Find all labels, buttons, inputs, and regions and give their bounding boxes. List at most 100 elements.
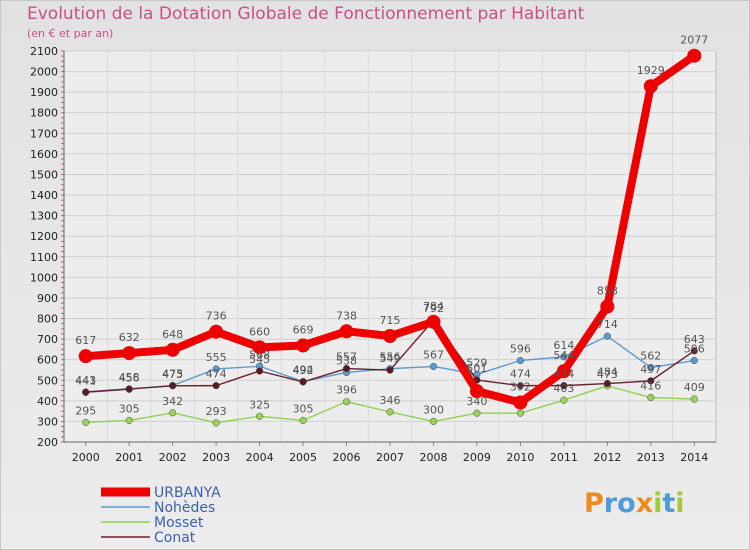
logo-letter: x bbox=[635, 488, 654, 519]
y-tick-label: 500 bbox=[37, 374, 58, 387]
point-urbanya bbox=[426, 314, 441, 329]
x-tick-label: 2011 bbox=[550, 451, 578, 464]
legend-label-urbanya: URBANYA bbox=[154, 485, 221, 501]
data-label-conat: 545 bbox=[249, 353, 270, 366]
data-label-urbanya: 1929 bbox=[637, 64, 665, 77]
data-label-mosset: 305 bbox=[119, 402, 140, 415]
point-urbanya bbox=[296, 338, 311, 353]
data-label-nohedes: 596 bbox=[684, 343, 705, 356]
data-label-nohedes: 568 bbox=[249, 348, 270, 361]
chart-title: Evolution de la Dotation Globale de Fonc… bbox=[27, 4, 585, 24]
point-conat bbox=[212, 382, 220, 390]
y-tick-label: 1500 bbox=[30, 168, 58, 181]
data-label-nohedes: 562 bbox=[640, 350, 661, 363]
y-tick-label: 1800 bbox=[30, 107, 58, 120]
x-tick-label: 2005 bbox=[289, 451, 317, 464]
point-nohedes bbox=[516, 356, 524, 365]
data-label-mosset: 300 bbox=[423, 403, 444, 416]
x-tick-label: 2002 bbox=[159, 451, 187, 464]
data-label-mosset: 416 bbox=[640, 380, 661, 393]
point-conat bbox=[125, 385, 133, 393]
data-label-conat: 497 bbox=[640, 363, 661, 376]
data-label-urbanya: 648 bbox=[162, 328, 183, 341]
proxiti-logo: Proxiti bbox=[584, 488, 685, 519]
y-tick-label: 2000 bbox=[30, 66, 58, 79]
point-urbanya bbox=[469, 384, 484, 399]
point-conat bbox=[342, 364, 351, 373]
x-tick-label: 2001 bbox=[115, 451, 143, 464]
point-mosset bbox=[299, 416, 307, 424]
y-tick-label: 300 bbox=[37, 415, 58, 428]
series-layer bbox=[78, 48, 702, 427]
y-tick-label: 1000 bbox=[30, 271, 58, 284]
point-mosset bbox=[212, 419, 220, 427]
data-label-conat: 473 bbox=[162, 368, 183, 381]
data-label-conat: 492 bbox=[293, 364, 314, 377]
point-mosset bbox=[82, 418, 90, 427]
logo-letter: t bbox=[662, 488, 676, 519]
point-nohedes bbox=[560, 353, 568, 361]
data-label-nohedes: 475 bbox=[162, 367, 183, 380]
data-label-mosset: 325 bbox=[249, 398, 270, 411]
data-label-mosset: 346 bbox=[380, 394, 401, 407]
point-nohedes bbox=[429, 362, 438, 371]
data-label-conat: 458 bbox=[119, 371, 140, 384]
y-tick-label: 400 bbox=[37, 395, 58, 408]
data-label-urbanya: 784 bbox=[423, 300, 444, 313]
point-mosset bbox=[560, 396, 568, 404]
point-urbanya bbox=[600, 299, 615, 314]
point-conat bbox=[256, 367, 264, 375]
point-mosset bbox=[125, 416, 133, 424]
y-tick-label: 1900 bbox=[30, 86, 58, 99]
data-label-urbanya: 392 bbox=[510, 380, 531, 393]
point-mosset bbox=[429, 417, 438, 425]
data-label-mosset: 305 bbox=[293, 402, 314, 415]
point-urbanya bbox=[513, 395, 528, 410]
data-label-urbanya: 617 bbox=[75, 334, 96, 347]
y-tick-label: 700 bbox=[37, 333, 58, 346]
point-urbanya bbox=[687, 48, 702, 63]
data-label-urbanya: 660 bbox=[249, 325, 270, 338]
data-label-mosset: 293 bbox=[206, 405, 227, 418]
point-mosset bbox=[473, 409, 481, 417]
point-conat bbox=[647, 377, 655, 385]
data-label-urbanya: 858 bbox=[597, 285, 618, 298]
point-conat bbox=[603, 380, 611, 388]
point-conat bbox=[299, 378, 307, 386]
data-label-conat: 549 bbox=[380, 352, 401, 365]
data-labels: 295 305 342 293 325 305 396 346 300 340 403 473 416 4… bbox=[75, 34, 708, 418]
point-urbanya bbox=[165, 342, 180, 357]
legend-label-nohedes: Nohèdes bbox=[154, 500, 215, 516]
data-label-conat: 643 bbox=[684, 333, 705, 346]
data-label-urbanya: 715 bbox=[380, 314, 401, 327]
data-label-urbanya: 736 bbox=[206, 310, 227, 323]
x-tick-label: 2008 bbox=[419, 451, 447, 464]
data-label-conat: 792 bbox=[423, 302, 444, 315]
data-label-urbanya: 669 bbox=[293, 323, 314, 336]
data-label-mosset: 473 bbox=[597, 368, 618, 381]
axes: 200 300 400 500 600 700 800 900 1000 1100 1200 1300… bbox=[30, 45, 716, 464]
data-label-nohedes: 556 bbox=[380, 351, 401, 364]
logo-letter: r bbox=[603, 488, 618, 519]
x-tick-label: 2009 bbox=[463, 451, 491, 464]
data-label-mosset: 295 bbox=[75, 404, 96, 417]
logo-letter: P bbox=[584, 488, 604, 519]
point-urbanya bbox=[383, 329, 397, 344]
point-nohedes bbox=[647, 363, 655, 372]
y-tick-label: 1700 bbox=[30, 127, 58, 140]
point-urbanya bbox=[252, 340, 267, 355]
x-tick-label: 2003 bbox=[202, 451, 230, 464]
data-label-nohedes: 714 bbox=[597, 318, 618, 331]
point-nohedes bbox=[603, 332, 611, 340]
data-label-mosset: 409 bbox=[684, 381, 705, 394]
data-label-nohedes: 596 bbox=[510, 343, 531, 356]
y-tick-label: 200 bbox=[37, 436, 58, 449]
data-label-urbanya: 2077 bbox=[680, 34, 708, 47]
point-nohedes bbox=[212, 365, 220, 373]
data-label-conat: 474 bbox=[510, 368, 531, 381]
point-urbanya bbox=[643, 79, 658, 94]
data-label-urbanya: 738 bbox=[336, 309, 357, 322]
data-label-urbanya: 544 bbox=[553, 349, 574, 362]
data-label-urbanya: 632 bbox=[119, 331, 140, 344]
